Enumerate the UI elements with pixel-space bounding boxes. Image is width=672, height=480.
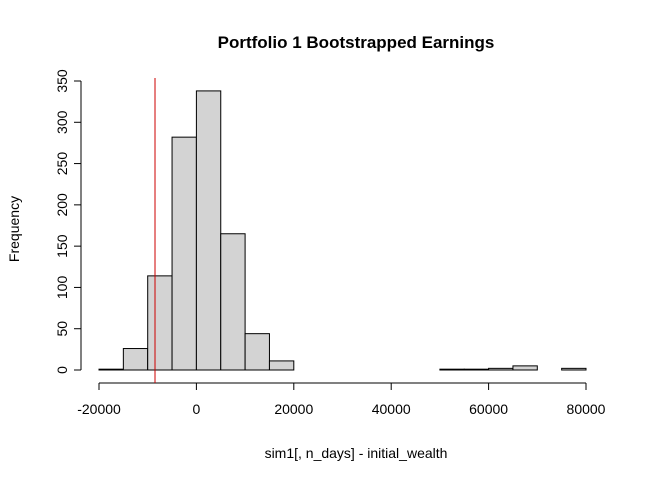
y-tick-label: 300 [54,110,70,134]
y-axis: 0 50 100 150 200 250 300 350 [54,69,82,374]
x-tick-label: -20000 [77,401,121,417]
x-tick-label: 40000 [372,401,411,417]
x-tick-label: 60000 [469,401,508,417]
histogram-bar [439,368,465,371]
histogram-bar [463,368,490,371]
x-tick-label: 20000 [274,401,313,417]
y-tick-label: 150 [54,234,70,258]
histogram-bar [244,333,270,371]
histogram-bar [98,368,124,371]
y-tick-label: 350 [54,69,70,93]
y-tick-label: 50 [54,321,70,337]
histogram-bar [195,90,222,371]
y-tick-label: 250 [54,152,70,176]
y-tick-label: 100 [54,276,70,300]
histogram-bar [268,360,295,371]
y-tick-label: 0 [54,366,70,374]
x-axis: -20000 0 20000 40000 60000 80000 [77,382,606,417]
y-axis-label: Frequency [6,196,22,262]
histogram-bar [488,367,514,371]
x-tick-label: 0 [193,401,201,417]
histogram-bar [171,136,197,371]
y-tick-label: 200 [54,193,70,217]
histogram-bar [122,348,149,371]
histogram-bar [512,365,538,371]
bars-group [98,90,587,371]
histogram-bar [220,233,246,371]
histogram-bar [561,367,587,371]
chart-title: Portfolio 1 Bootstrapped Earnings [218,33,495,52]
x-axis-label: sim1[, n_days] - initial_wealth [265,445,448,461]
x-tick-label: 80000 [567,401,606,417]
histogram-bar [147,275,173,371]
